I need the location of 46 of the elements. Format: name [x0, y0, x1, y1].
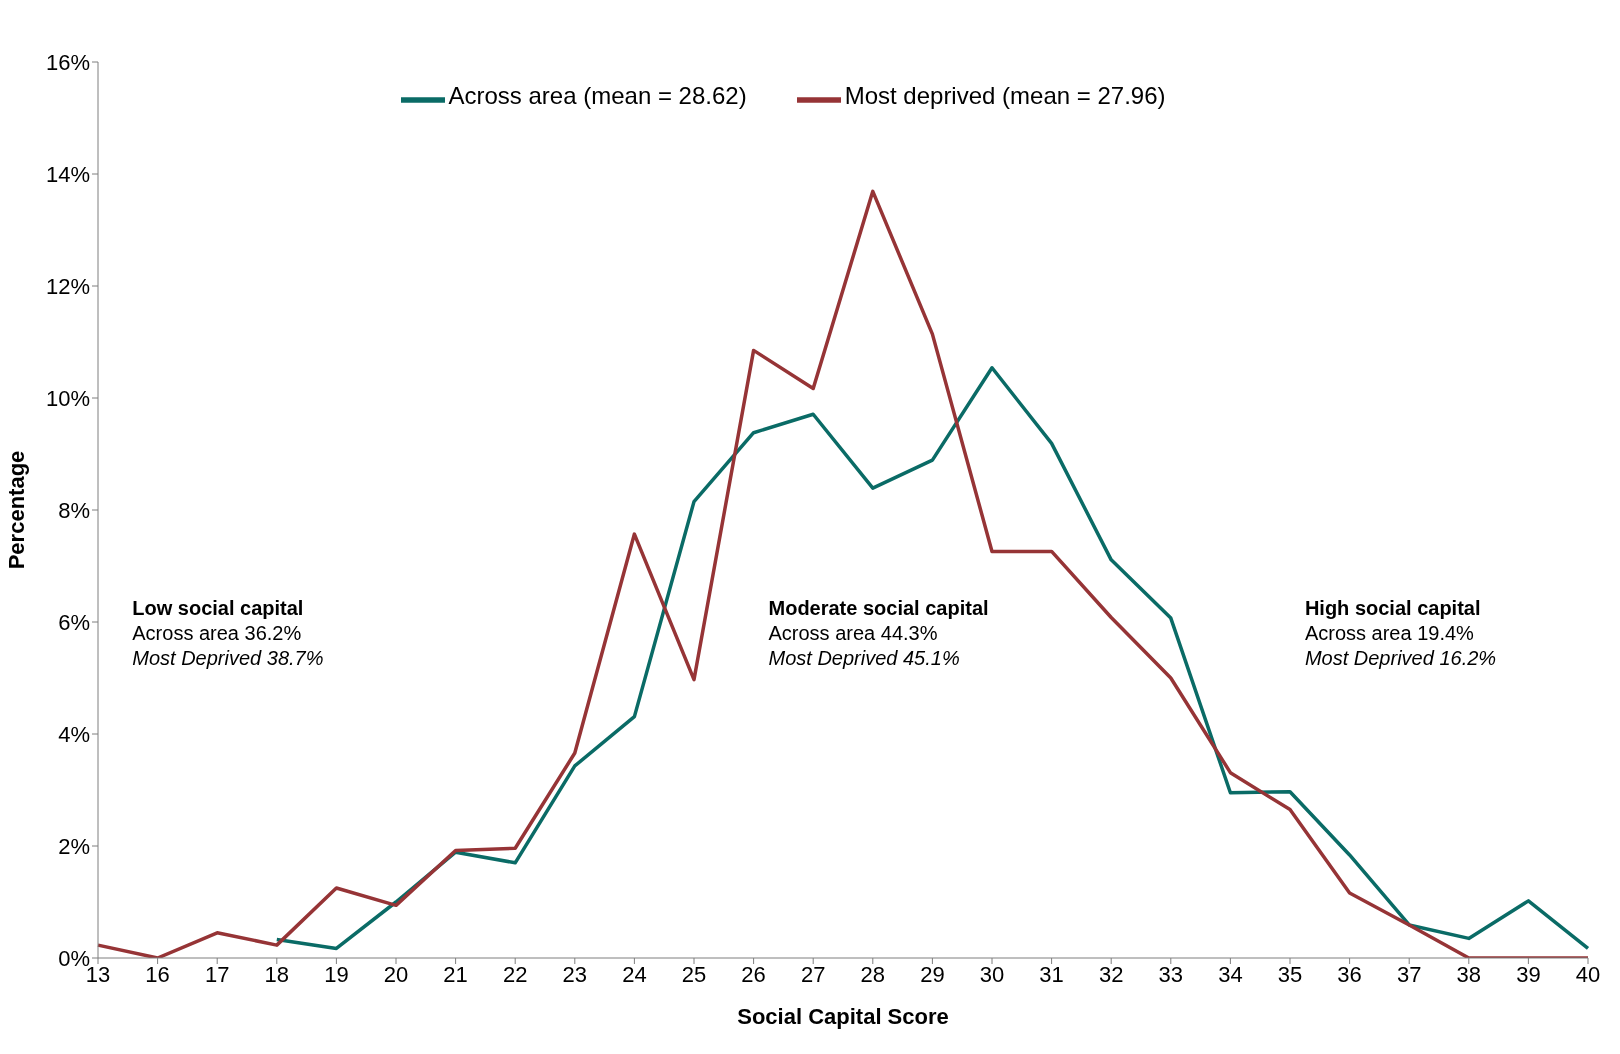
x-tick-label: 17 — [204, 961, 230, 987]
annotation: Most Deprived 16.2% — [1304, 646, 1497, 672]
annotation: Across area 36.2% — [132, 621, 303, 647]
annotation: Across area 44.3% — [768, 621, 939, 647]
annotation: Moderate social capital — [768, 596, 989, 622]
y-tick-label: 2% — [58, 833, 90, 859]
annotation: Low social capital — [132, 596, 305, 622]
x-tick-label: 19 — [324, 961, 349, 987]
x-tick-label: 27 — [800, 961, 826, 987]
y-tick-label: 6% — [58, 609, 90, 635]
x-tick-label: 20 — [383, 961, 409, 987]
x-tick-label: 29 — [920, 961, 945, 987]
x-tick-label: 38 — [1456, 961, 1482, 987]
x-axis-title: Social Capital Score — [737, 1003, 949, 1029]
y-tick-label: 8% — [58, 497, 90, 523]
x-tick-label: 32 — [1098, 961, 1124, 987]
x-tick-label: 16 — [145, 961, 170, 987]
y-axis-title: Percentage — [3, 450, 29, 570]
x-tick-label: 31 — [1039, 961, 1064, 987]
legend-label: Across area (mean = 28.62) — [448, 82, 747, 110]
y-tick-label: 4% — [58, 721, 90, 747]
y-tick-label: 16% — [45, 49, 90, 75]
x-tick-label: 18 — [264, 961, 290, 987]
annotation: Most Deprived 38.7% — [132, 646, 324, 672]
x-tick-label: 33 — [1158, 961, 1184, 987]
x-tick-label: 37 — [1396, 961, 1422, 987]
x-tick-label: 21 — [443, 961, 468, 987]
x-tick-label: 22 — [502, 961, 528, 987]
y-tick-label: 12% — [45, 273, 90, 299]
legend-label: Most deprived (mean = 27.96) — [844, 82, 1166, 110]
annotation: Most Deprived 45.1% — [768, 646, 961, 672]
x-tick-label: 35 — [1277, 961, 1303, 987]
x-tick-label: 39 — [1516, 961, 1541, 987]
x-tick-label: 26 — [741, 961, 766, 987]
x-tick-label: 30 — [979, 961, 1005, 987]
x-tick-label: 25 — [681, 961, 707, 987]
x-tick-label: 24 — [622, 961, 647, 987]
x-tick-label: 36 — [1337, 961, 1362, 987]
x-tick-label: 23 — [562, 961, 588, 987]
x-tick-label: 34 — [1218, 961, 1243, 987]
annotation: High social capital — [1304, 596, 1482, 622]
annotation: Across area 19.4% — [1304, 621, 1475, 647]
x-tick-label: 28 — [860, 961, 886, 987]
y-tick-label: 10% — [45, 385, 90, 411]
x-tick-label: 40 — [1575, 961, 1601, 987]
y-tick-label: 14% — [45, 161, 90, 187]
